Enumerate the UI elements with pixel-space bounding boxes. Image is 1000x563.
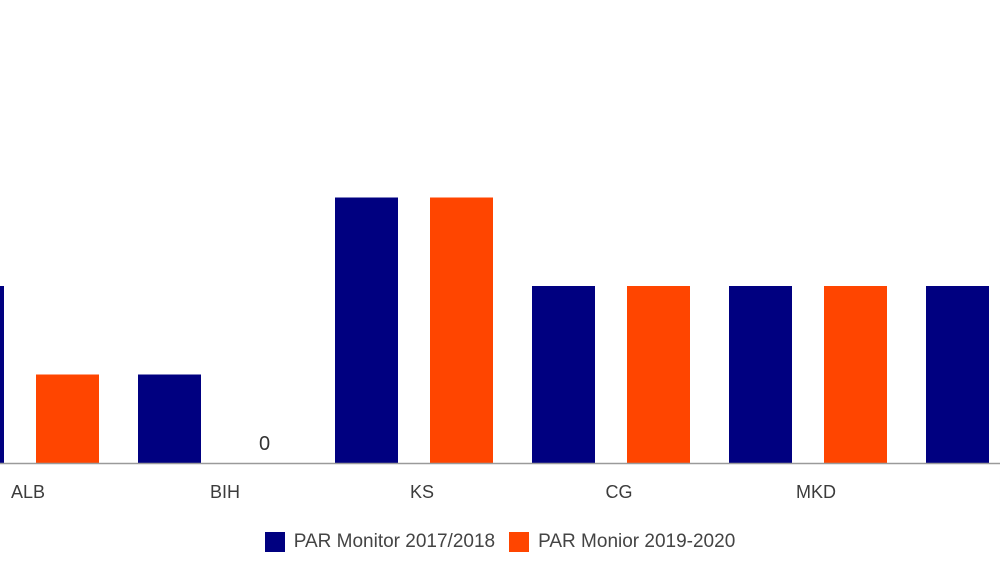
bar-ks-series-1[interactable] bbox=[335, 197, 398, 464]
bar-s-series-1[interactable] bbox=[926, 286, 989, 463]
x-tick-label: BIH bbox=[210, 482, 240, 502]
legend-swatch bbox=[264, 532, 285, 552]
bar-alb-series-1[interactable] bbox=[0, 286, 4, 463]
data-labels: 0 bbox=[259, 433, 270, 455]
bar-cg-series-2[interactable] bbox=[627, 286, 690, 463]
bar-bih-series-1[interactable] bbox=[138, 374, 201, 464]
bar-mkd-series-1[interactable] bbox=[729, 286, 792, 463]
x-tick-label: MKD bbox=[796, 482, 836, 502]
legend-item-series-1[interactable]: PAR Monitor 2017/2018 bbox=[264, 531, 496, 553]
x-tick-labels: ALBBIHKSCGMKDS bbox=[11, 482, 836, 502]
legend: PAR Monitor 2017/2018 PAR Monior 2019-20… bbox=[0, 527, 1000, 557]
legend-label: PAR Monitor 2017/2018 bbox=[293, 531, 496, 552]
x-tick-label: ALB bbox=[11, 482, 45, 502]
legend-item-series-2[interactable]: PAR Monior 2019-2020 bbox=[509, 531, 735, 553]
bar-mkd-series-2[interactable] bbox=[824, 286, 887, 463]
bar-ks-series-2[interactable] bbox=[430, 197, 493, 464]
x-tick-label: CG bbox=[606, 482, 633, 502]
x-tick-label: KS bbox=[410, 482, 434, 502]
bar-alb-series-2[interactable] bbox=[36, 374, 99, 464]
legend-label: PAR Monior 2019-2020 bbox=[538, 531, 736, 552]
legend-swatch bbox=[509, 532, 530, 552]
bars-layer bbox=[0, 197, 989, 464]
data-label-bih: 0 bbox=[259, 433, 270, 455]
bar-cg-series-1[interactable] bbox=[532, 286, 595, 463]
